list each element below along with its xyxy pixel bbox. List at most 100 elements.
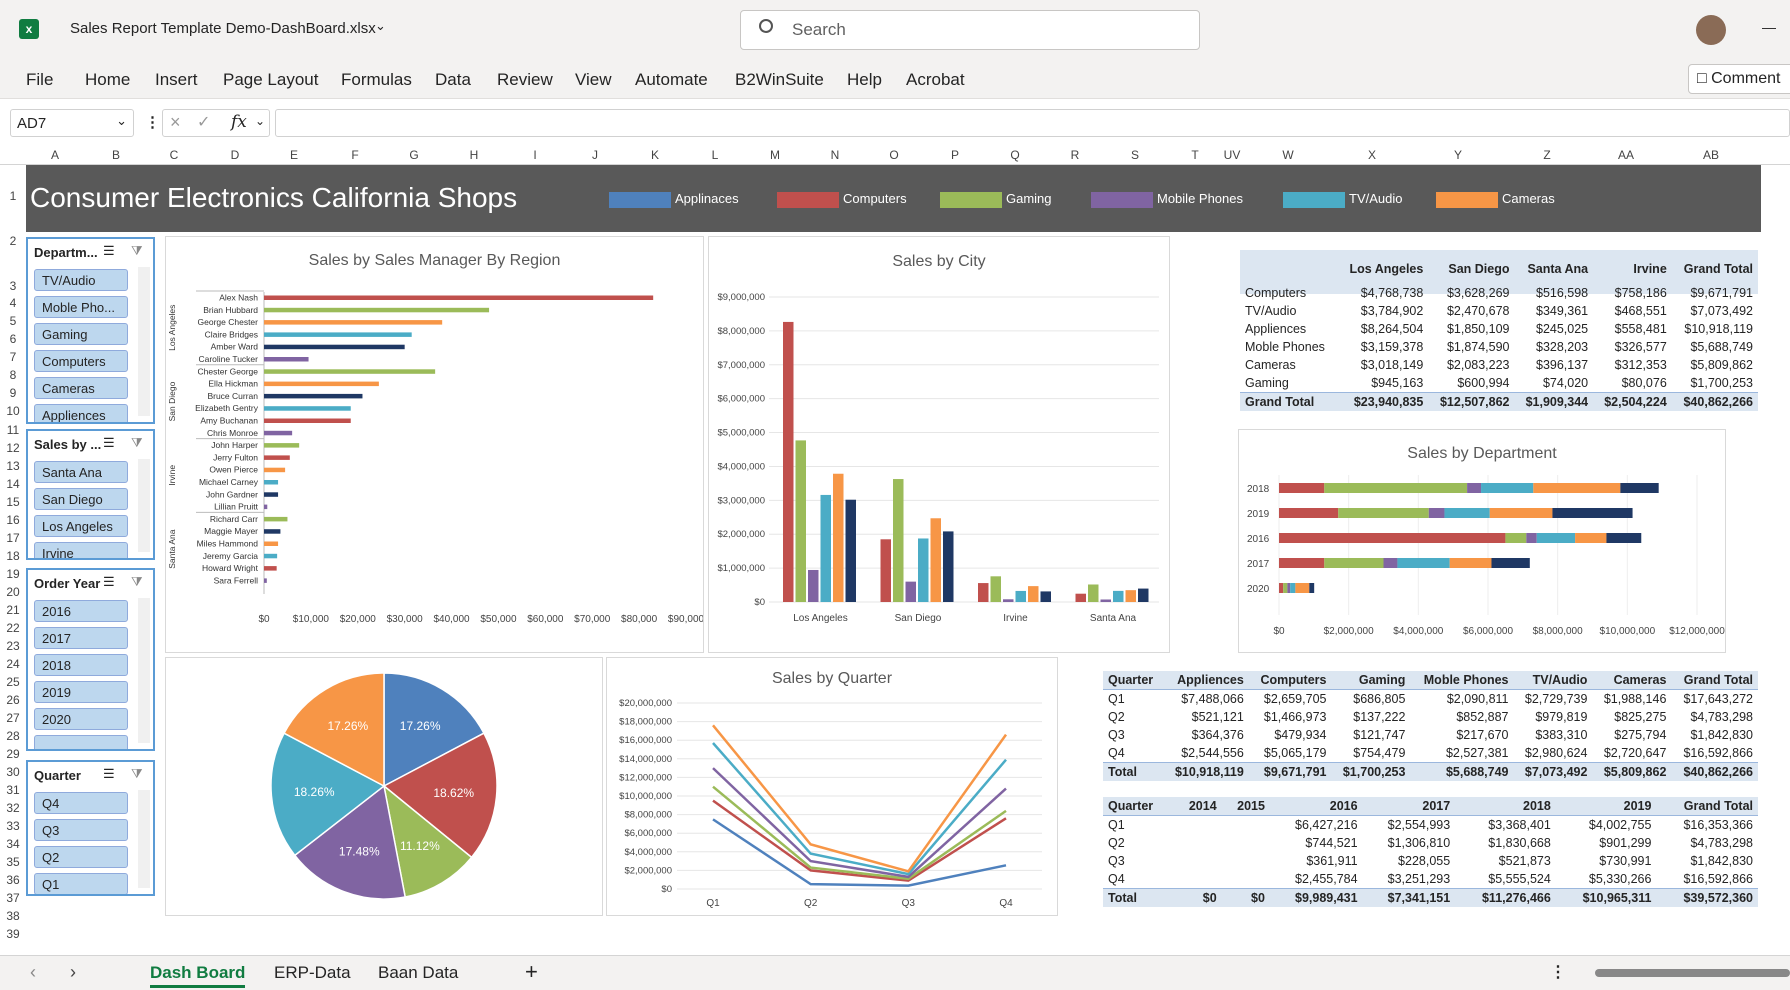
table-row[interactable]: Cameras $3,018,149 $2,083,223 $396,137 $312,… bbox=[1240, 356, 1758, 374]
slicer-item[interactable]: Gaming bbox=[34, 323, 128, 345]
total-cell[interactable]: $2,504,224 bbox=[1593, 392, 1672, 411]
table-row[interactable]: Moble Phones $3,159,378 $1,874,590 $328,203… bbox=[1240, 338, 1758, 356]
year-pivot-table[interactable]: Quarter 2014 2015 2016 2017 2018 2019 Grand Tot… bbox=[1103, 797, 1758, 907]
table-cell[interactable]: $326,577 bbox=[1614, 340, 1667, 354]
table-cell[interactable]: $3,784,902 bbox=[1360, 304, 1424, 318]
menu-automate[interactable]: Automate bbox=[635, 70, 708, 89]
column-header-uv[interactable]: UV bbox=[1223, 148, 1241, 162]
row-header-14[interactable]: 14 bbox=[6, 477, 20, 491]
total-cell[interactable]: $40,862,266 bbox=[1671, 762, 1758, 781]
row-header-34[interactable]: 34 bbox=[6, 837, 20, 851]
total-cell[interactable]: Total bbox=[1103, 762, 1164, 781]
column-header-s[interactable]: S bbox=[1130, 148, 1139, 162]
chevron-down-icon[interactable]: ⌄ bbox=[255, 114, 266, 128]
slicer-item[interactable]: TV/Audio bbox=[34, 269, 128, 291]
chart-sales-by-quarter[interactable]: Sales by Quarter $0 $2,000,000 $4,000,000 $… bbox=[606, 657, 1058, 916]
table-row[interactable]: Computers $4,768,738 $3,628,269 $516,598 $75… bbox=[1240, 284, 1758, 302]
row-header-7[interactable]: 7 bbox=[9, 350, 17, 364]
table-cell[interactable]: $5,330,266 bbox=[1588, 872, 1652, 886]
search-box[interactable]: Search bbox=[740, 10, 1200, 50]
row-header-11[interactable]: 11 bbox=[6, 423, 20, 437]
total-cell[interactable]: $40,862,266 bbox=[1671, 392, 1758, 411]
row-header-24[interactable]: 24 bbox=[6, 657, 20, 671]
column-header[interactable]: 2018 bbox=[1455, 797, 1556, 816]
total-row[interactable]: Total $10,918,119 $9,671,791 $1,700,253 $5,6… bbox=[1103, 762, 1758, 781]
column-header[interactable]: Quarter bbox=[1103, 671, 1164, 690]
slicer-item[interactable]: Computers bbox=[34, 350, 128, 372]
table-cell[interactable]: $730,991 bbox=[1599, 854, 1652, 868]
table-cell[interactable]: $8,264,504 bbox=[1360, 322, 1424, 336]
chevron-down-icon[interactable]: ⌄ bbox=[375, 18, 386, 33]
column-header[interactable]: Appliences bbox=[1163, 671, 1249, 690]
table-cell[interactable]: $396,137 bbox=[1536, 358, 1589, 372]
table-cell[interactable] bbox=[1222, 834, 1270, 852]
row-header-23[interactable]: 23 bbox=[6, 639, 20, 653]
table-row[interactable]: Q2 $521,121 $1,466,973 $137,222 $852,887 $979… bbox=[1103, 708, 1758, 726]
table-cell[interactable]: $6,427,216 bbox=[1295, 818, 1358, 832]
total-cell[interactable]: $1,700,253 bbox=[1331, 762, 1411, 781]
table-cell[interactable]: $10,918,119 bbox=[1684, 322, 1753, 336]
table-cell[interactable]: Computers bbox=[1245, 286, 1307, 300]
multi-select-icon[interactable]: ☰ bbox=[103, 574, 115, 589]
column-header-aa[interactable]: AA bbox=[1617, 148, 1634, 162]
column-header-d[interactable]: D bbox=[230, 148, 240, 162]
table-cell[interactable]: $328,203 bbox=[1536, 340, 1589, 354]
row-header-16[interactable]: 16 bbox=[6, 513, 20, 527]
table-cell[interactable]: $1,850,109 bbox=[1446, 322, 1510, 336]
total-cell[interactable]: $9,671,791 bbox=[1248, 762, 1332, 781]
table-cell[interactable]: $80,076 bbox=[1621, 376, 1667, 390]
more-options-icon[interactable]: ⋮ bbox=[1550, 964, 1566, 981]
column-header-q[interactable]: Q bbox=[1010, 148, 1020, 162]
file-name[interactable]: Sales Report Template Demo-DashBoard.xls… bbox=[70, 20, 376, 37]
row-header-28[interactable]: 28 bbox=[6, 729, 20, 743]
table-cell[interactable]: $1,842,830 bbox=[1690, 728, 1753, 742]
scroll-right-icon[interactable]: › bbox=[70, 962, 76, 982]
row-header-9[interactable]: 9 bbox=[9, 386, 17, 400]
table-cell[interactable]: $2,720,647 bbox=[1603, 746, 1667, 760]
column-header[interactable]: Grand Total bbox=[1683, 262, 1753, 276]
row-header-36[interactable]: 36 bbox=[6, 873, 20, 887]
table-cell[interactable]: $74,020 bbox=[1542, 376, 1589, 390]
table-cell[interactable]: $1,306,810 bbox=[1387, 836, 1451, 850]
table-cell[interactable]: $228,055 bbox=[1398, 854, 1451, 868]
total-cell[interactable]: $11,276,466 bbox=[1455, 888, 1556, 907]
row-header-21[interactable]: 21 bbox=[6, 603, 20, 617]
quarter-pivot-table[interactable]: Quarter Appliences Computers Gaming Moble Ph… bbox=[1103, 671, 1758, 781]
slicer-item[interactable]: Q2 bbox=[34, 846, 128, 868]
chart-sales-by-manager[interactable]: Sales by Sales Manager By Region $0 $10,0… bbox=[165, 236, 704, 653]
horizontal-scrollbar[interactable] bbox=[1595, 969, 1790, 977]
table-cell[interactable]: $121,747 bbox=[1353, 728, 1406, 742]
row-header-1[interactable]: 1 bbox=[9, 189, 17, 203]
table-cell[interactable]: $5,809,862 bbox=[1690, 358, 1753, 372]
chart-pie[interactable]: 17.26% 18.62% 11.12% 17.48% 18.26% 17.26% bbox=[165, 657, 603, 916]
table-cell[interactable]: $17,643,272 bbox=[1683, 692, 1753, 706]
table-row[interactable]: Q4 $2,455,784 $3,251,293 $5,555,524 $5,330,2… bbox=[1103, 870, 1758, 889]
table-cell[interactable]: $2,527,381 bbox=[1445, 746, 1509, 760]
table-cell[interactable]: $825,275 bbox=[1614, 710, 1667, 724]
row-header-18[interactable]: 18 bbox=[6, 549, 20, 563]
table-cell[interactable]: $275,794 bbox=[1614, 728, 1667, 742]
column-header[interactable]: Los Angeles bbox=[1349, 262, 1424, 276]
column-header-p[interactable]: P bbox=[950, 148, 959, 162]
comments-button[interactable]: □ Comment bbox=[1688, 64, 1790, 94]
row-header-35[interactable]: 35 bbox=[6, 855, 20, 869]
slicer-item[interactable]: 2020 bbox=[34, 708, 128, 730]
table-cell[interactable]: Q2 bbox=[1108, 836, 1125, 850]
table-row[interactable]: Gaming $945,163 $600,994 $74,020 $80,076 $1,7… bbox=[1240, 374, 1758, 393]
table-cell[interactable]: $4,783,298 bbox=[1690, 710, 1753, 724]
column-header-m[interactable]: M bbox=[770, 148, 780, 162]
slicer-item[interactable]: Cameras bbox=[34, 377, 128, 399]
table-cell[interactable]: $383,310 bbox=[1535, 728, 1588, 742]
clear-filter-icon[interactable]: ⧩ bbox=[131, 243, 143, 258]
chart-sales-by-department[interactable]: Sales by Department $0 $2,000,000 $4,000,0… bbox=[1238, 429, 1726, 653]
table-cell[interactable]: $3,628,269 bbox=[1446, 286, 1510, 300]
total-cell[interactable]: $9,989,431 bbox=[1269, 888, 1363, 907]
column-header[interactable]: Irvine bbox=[1633, 262, 1667, 276]
column-header[interactable]: 2017 bbox=[1362, 797, 1456, 816]
total-cell[interactable]: $5,688,749 bbox=[1410, 762, 1514, 781]
table-cell[interactable]: Q4 bbox=[1108, 746, 1125, 760]
total-row[interactable]: Grand Total $23,940,835 $12,507,862 $1,909,… bbox=[1240, 392, 1758, 411]
column-header[interactable]: 2019 bbox=[1555, 797, 1657, 816]
table-cell[interactable]: $2,455,784 bbox=[1295, 872, 1358, 886]
slicer-3[interactable]: Quarter ☰ ⧩ Q4 Q3 Q2 Q1 bbox=[26, 760, 155, 896]
